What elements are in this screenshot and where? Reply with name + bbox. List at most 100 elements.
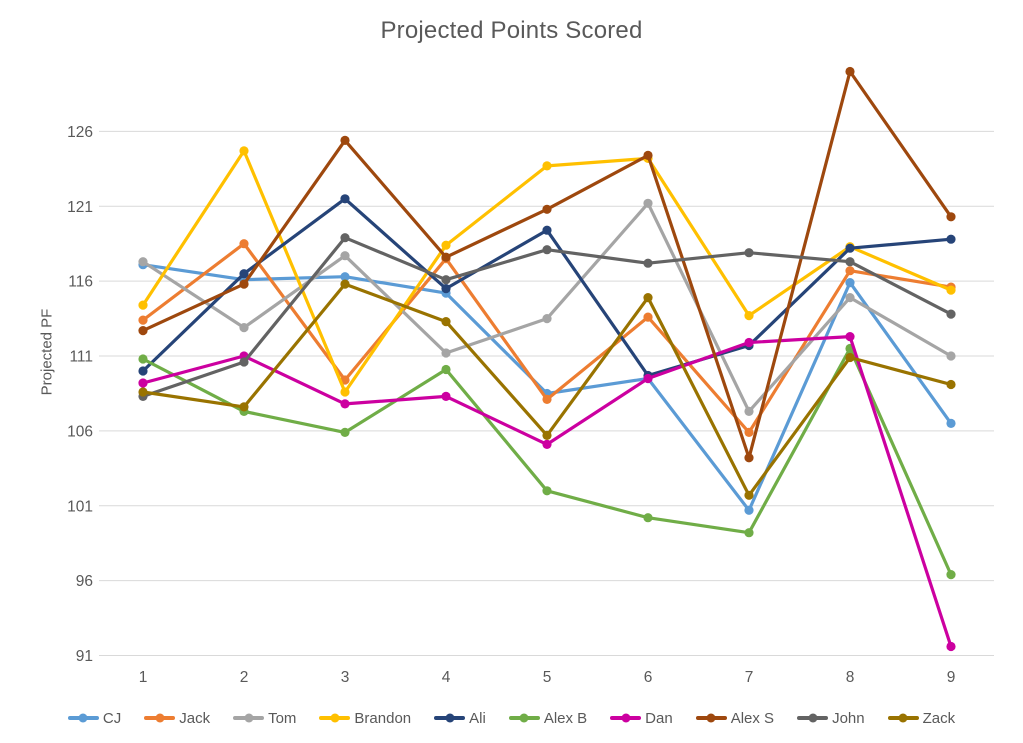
legend-item-jack[interactable]: Jack xyxy=(144,710,210,727)
data-point-brandon-x5[interactable] xyxy=(542,161,552,171)
legend-item-alex-s[interactable]: Alex S xyxy=(695,710,774,727)
legend-item-alex-b[interactable]: Alex B xyxy=(508,710,587,727)
data-point-zack-x5[interactable] xyxy=(542,430,552,440)
data-point-dan-x1[interactable] xyxy=(138,378,148,388)
data-point-cj-x9[interactable] xyxy=(946,418,956,428)
data-point-dan-x8[interactable] xyxy=(845,332,855,342)
data-point-zack-x4[interactable] xyxy=(441,317,451,327)
data-point-brandon-x7[interactable] xyxy=(744,311,754,321)
data-point-tom-x4[interactable] xyxy=(441,348,451,358)
data-point-dan-x3[interactable] xyxy=(340,399,350,409)
data-point-ali-x2[interactable] xyxy=(239,269,249,279)
data-point-brandon-x1[interactable] xyxy=(138,300,148,310)
series-tom[interactable] xyxy=(138,198,956,416)
data-point-brandon-x4[interactable] xyxy=(441,240,451,250)
data-point-cj-x3[interactable] xyxy=(340,272,350,282)
data-point-cj-x8[interactable] xyxy=(845,278,855,288)
data-point-alex-b-x6[interactable] xyxy=(643,513,653,523)
data-point-tom-x3[interactable] xyxy=(340,251,350,261)
data-point-john-x4[interactable] xyxy=(441,275,451,285)
series-zack[interactable] xyxy=(138,279,956,500)
data-point-john-x3[interactable] xyxy=(340,233,350,243)
data-point-jack-x8[interactable] xyxy=(845,266,855,276)
data-point-ali-x8[interactable] xyxy=(845,243,855,253)
data-point-zack-x1[interactable] xyxy=(138,387,148,397)
legend-item-cj[interactable]: CJ xyxy=(67,710,121,727)
series-john[interactable] xyxy=(138,233,956,401)
data-point-jack-x2[interactable] xyxy=(239,239,249,249)
data-point-john-x6[interactable] xyxy=(643,258,653,268)
data-point-jack-x1[interactable] xyxy=(138,315,148,325)
legend-item-zack[interactable]: Zack xyxy=(887,710,955,727)
data-point-zack-x9[interactable] xyxy=(946,379,956,390)
data-point-ali-x5[interactable] xyxy=(542,225,552,235)
data-point-dan-x6[interactable] xyxy=(643,373,653,384)
legend-dot-icon xyxy=(78,713,88,723)
data-point-jack-x5[interactable] xyxy=(542,394,552,404)
legend-item-tom[interactable]: Tom xyxy=(233,710,296,727)
data-point-jack-x6[interactable] xyxy=(643,312,653,322)
data-point-alex-s-x2[interactable] xyxy=(239,279,249,289)
data-point-alex-b-x4[interactable] xyxy=(441,364,451,375)
data-point-alex-s-x6[interactable] xyxy=(643,150,653,160)
data-point-tom-x2[interactable] xyxy=(239,323,249,333)
data-point-alex-b-x1[interactable] xyxy=(138,354,148,364)
data-point-tom-x7[interactable] xyxy=(744,406,754,416)
data-point-alex-s-x9[interactable] xyxy=(946,212,956,222)
data-point-tom-x1[interactable] xyxy=(138,257,148,267)
legend-item-john[interactable]: John xyxy=(797,710,865,727)
data-point-cj-x7[interactable] xyxy=(744,505,754,515)
data-point-alex-b-x9[interactable] xyxy=(946,570,956,580)
data-point-tom-x8[interactable] xyxy=(845,293,855,303)
data-point-tom-x9[interactable] xyxy=(946,351,956,361)
data-point-brandon-x3[interactable] xyxy=(340,387,350,397)
data-point-ali-x3[interactable] xyxy=(340,194,350,204)
legend-item-dan[interactable]: Dan xyxy=(610,710,673,727)
series-line-ali[interactable] xyxy=(141,197,953,378)
data-point-brandon-x9[interactable] xyxy=(946,285,956,295)
data-point-alex-s-x3[interactable] xyxy=(340,135,350,145)
data-point-john-x5[interactable] xyxy=(542,245,552,255)
legend-dot-icon xyxy=(621,713,631,723)
legend-item-brandon[interactable]: Brandon xyxy=(319,710,411,727)
data-point-john-x9[interactable] xyxy=(946,309,956,319)
data-point-alex-b-x5[interactable] xyxy=(542,486,552,496)
data-point-dan-x5[interactable] xyxy=(542,439,552,449)
legend-item-ali[interactable]: Ali xyxy=(434,710,486,727)
series-jack[interactable] xyxy=(138,239,956,437)
data-point-alex-s-x7[interactable] xyxy=(744,453,754,463)
data-point-alex-s-x5[interactable] xyxy=(542,204,552,214)
data-point-zack-x2[interactable] xyxy=(239,402,249,412)
data-point-alex-b-x3[interactable] xyxy=(340,427,350,437)
series-dan[interactable] xyxy=(138,332,956,652)
series-alex-b[interactable] xyxy=(138,343,956,580)
x-tick-label-3: 3 xyxy=(341,669,350,686)
data-point-john-x7[interactable] xyxy=(744,248,754,258)
data-point-tom-x6[interactable] xyxy=(643,198,653,208)
legend-label: Brandon xyxy=(354,709,412,727)
data-point-john-x2[interactable] xyxy=(239,357,249,367)
data-point-ali-x1[interactable] xyxy=(138,366,148,376)
data-point-zack-x6[interactable] xyxy=(643,293,653,303)
series-brandon[interactable] xyxy=(138,146,956,397)
data-point-alex-b-x7[interactable] xyxy=(744,528,754,538)
data-point-zack-x7[interactable] xyxy=(744,490,754,500)
series-alex-s[interactable] xyxy=(138,66,956,463)
series-ali[interactable] xyxy=(138,194,956,381)
data-point-john-x8[interactable] xyxy=(845,257,855,267)
data-point-zack-x3[interactable] xyxy=(340,279,350,289)
data-point-brandon-x2[interactable] xyxy=(239,146,249,156)
data-point-ali-x9[interactable] xyxy=(946,234,956,244)
data-point-alex-s-x4[interactable] xyxy=(441,252,451,262)
data-point-alex-s-x8[interactable] xyxy=(845,66,855,77)
data-point-jack-x3[interactable] xyxy=(340,375,350,385)
data-point-dan-x7[interactable] xyxy=(744,337,754,348)
legend-dot-icon xyxy=(445,713,455,723)
data-point-zack-x8[interactable] xyxy=(845,352,855,363)
data-point-dan-x4[interactable] xyxy=(441,391,451,401)
data-point-dan-x9[interactable] xyxy=(946,641,956,652)
data-point-alex-s-x1[interactable] xyxy=(138,326,148,336)
data-point-tom-x5[interactable] xyxy=(542,314,552,324)
data-point-jack-x7[interactable] xyxy=(744,427,754,437)
data-point-ali-x4[interactable] xyxy=(441,284,451,294)
